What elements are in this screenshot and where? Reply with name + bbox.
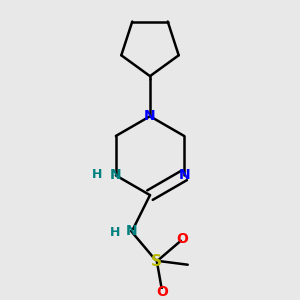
Text: N: N — [144, 109, 156, 123]
Text: N: N — [178, 168, 190, 182]
Text: H: H — [92, 168, 102, 181]
Text: O: O — [177, 232, 188, 246]
Text: O: O — [156, 285, 168, 299]
Text: S: S — [152, 254, 162, 269]
Text: N: N — [110, 168, 122, 182]
Text: H: H — [110, 226, 120, 239]
Text: N: N — [125, 224, 137, 238]
